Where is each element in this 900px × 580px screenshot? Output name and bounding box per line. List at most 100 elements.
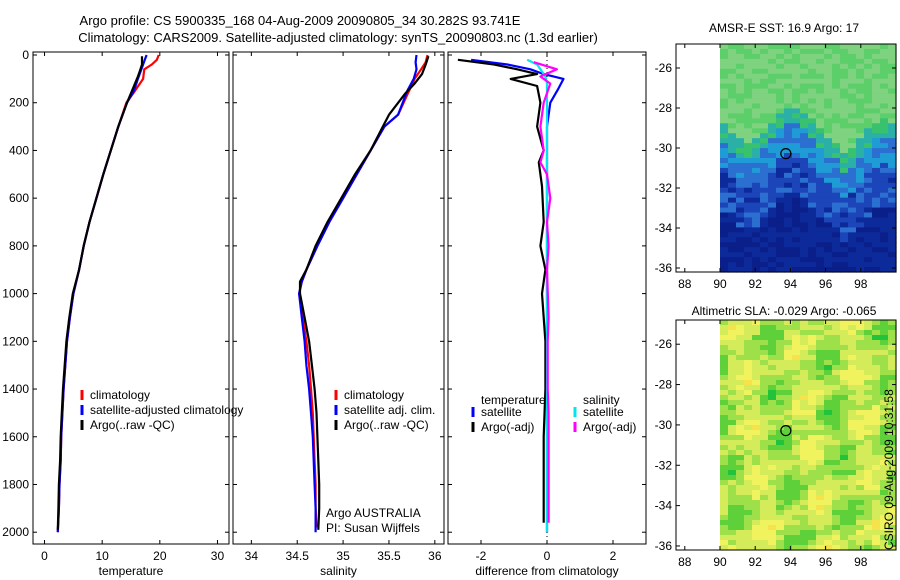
heatmap-cell [720,187,729,194]
heatmap-cell [744,252,753,258]
figure-title-line1: Argo profile: CS 5900335_168 04-Aug-2009… [80,13,521,28]
heatmap-cell [728,217,737,224]
heatmap-cell [776,525,785,531]
heatmap-cell [832,108,841,114]
heatmap-cell [752,520,761,526]
heatmap-cell [776,395,785,401]
heatmap-cell [800,325,809,331]
heatmap-cell [744,267,753,273]
heatmap-cell [736,98,745,105]
heatmap-cell [848,212,857,219]
heatmap-cell [880,485,889,491]
heatmap-cell [824,68,833,75]
heatmap-cell [768,108,777,114]
heatmap-cell [888,450,897,456]
sla_map-title: Altimetric SLA: -0.029 Argo: -0.065 [692,304,877,318]
heatmap-cell [888,435,897,441]
heatmap-cell [736,182,745,189]
heatmap-cell [720,167,729,174]
heatmap-cell [872,355,881,361]
heatmap-cell [832,103,841,110]
heatmap-cell [800,68,809,75]
heatmap-cell [792,58,801,65]
heatmap-cell [888,320,897,326]
heatmap-cell [784,435,793,441]
heatmap-cell [880,505,889,511]
heatmap-cell [800,108,809,114]
heatmap-cell [736,73,745,80]
heatmap-cell [728,108,737,114]
heatmap-cell [832,217,841,224]
heatmap-cell [808,113,817,119]
heatmap-cell [880,330,889,336]
heatmap-cell [864,207,873,214]
heatmap-cell [880,445,889,451]
heatmap-cell [864,440,873,446]
heatmap-cell [768,445,777,451]
heatmap-cell [872,435,881,441]
heatmap-cell [864,375,873,381]
heatmap-cell [784,262,793,268]
heatmap-cell [824,375,833,381]
heatmap-cell [872,262,881,268]
heatmap-cell [872,73,881,80]
sst_map-ytick-label: -26 [655,61,673,75]
heatmap-cell [784,148,793,154]
heatmap-cell [776,53,785,60]
heatmap-cell [888,385,897,391]
heatmap-cell [816,98,825,105]
heatmap-cell [736,430,745,436]
heatmap-cell [760,460,769,466]
heatmap-cell [776,88,785,95]
heatmap-cell [728,93,737,100]
heatmap-cell [744,490,753,496]
heatmap-cell [872,202,881,209]
heatmap-cell [760,103,769,110]
heatmap-cell [856,217,865,224]
heatmap-cell [864,48,873,55]
heatmap-cell [888,222,897,228]
heatmap-cell [856,440,865,446]
heatmap-cell [824,405,833,411]
heatmap-cell [832,520,841,526]
heatmap-cell [872,440,881,446]
heatmap-cell [816,455,825,461]
heatmap-cell [728,177,737,184]
heatmap-cell [880,360,889,366]
heatmap-cell [848,345,857,351]
heatmap-cell [880,68,889,75]
heatmap-cell [792,530,801,536]
heatmap-cell [776,405,785,411]
heatmap-cell [864,153,873,159]
heatmap-cell [816,370,825,376]
heatmap-cell [728,262,737,268]
heatmap-cell [776,535,785,541]
heatmap-cell [808,505,817,511]
heatmap-cell [728,545,737,551]
heatmap-cell [720,192,729,199]
heatmap-cell [728,500,737,506]
heatmap-cell [848,192,857,199]
heatmap-cell [832,485,841,491]
heatmap-cell [848,182,857,189]
heatmap-cell [832,350,841,356]
heatmap-cell [888,88,897,95]
heatmap-cell [824,88,833,95]
heatmap-cell [856,83,865,90]
heatmap-cell [736,330,745,336]
heatmap-cell [848,58,857,65]
heatmap-cell [840,222,849,228]
heatmap-cell [752,335,761,341]
heatmap-cell [728,73,737,80]
heatmap-cell [760,370,769,376]
heatmap-cell [720,460,729,466]
heatmap-cell [768,93,777,100]
heatmap-cell [800,350,809,356]
heatmap-cell [728,435,737,441]
heatmap-cell [848,330,857,336]
heatmap-cell [776,475,785,481]
heatmap-cell [872,197,881,204]
heatmap-cell [856,222,865,228]
heatmap-cell [752,345,761,351]
heatmap-cell [824,465,833,471]
